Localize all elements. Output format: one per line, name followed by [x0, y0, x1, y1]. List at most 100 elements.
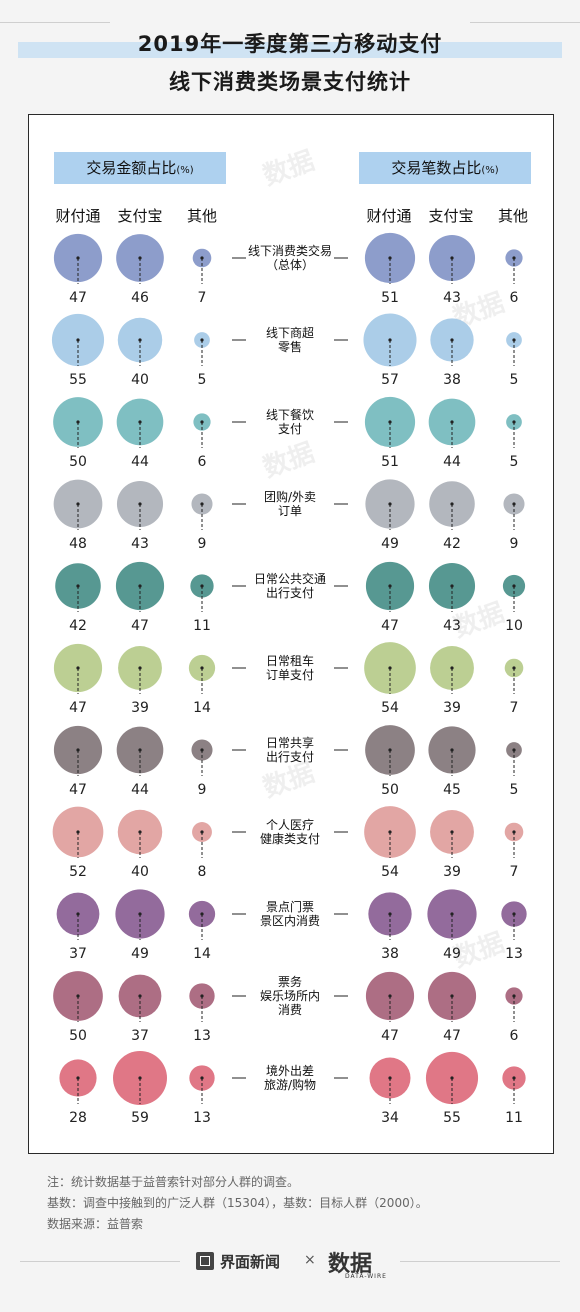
category-label-line: （总体） [265, 258, 314, 272]
bubble-value-label: 14 [193, 946, 211, 962]
section-unit-count: (%) [481, 165, 499, 176]
category-label-line: 出行支付 [265, 586, 314, 600]
bubble-value-label: 47 [443, 1028, 461, 1044]
bubble-center-dot [138, 748, 142, 752]
category-label-line: 线下商超 [265, 326, 314, 340]
bubble-value-label: 5 [510, 782, 519, 798]
bubble-value-label: 47 [131, 618, 149, 634]
bubble-center-dot [76, 912, 80, 916]
category-label: 日常租车 订单支付 [230, 654, 350, 682]
bubble-center-dot [388, 420, 392, 424]
category-label-line: 景区内消费 [259, 914, 320, 928]
bubble-value-label: 54 [381, 864, 399, 880]
bubble-center-dot [388, 1076, 392, 1080]
bubble-center-dot [138, 912, 142, 916]
category-label: 日常共享 出行支付 [230, 736, 350, 764]
title-rule-left [0, 22, 110, 23]
bubble-value-label: 13 [193, 1110, 211, 1126]
bubble-value-label: 57 [381, 372, 399, 388]
bubble-center-dot [512, 256, 516, 260]
category-label: 日常公共交通 出行支付 [230, 572, 350, 600]
notes: 注：统计数据基于益普索针对部分人群的调查。 基数：调查中接触到的广泛人群（153… [47, 1172, 428, 1235]
category-label: 境外出差 旅游/购物 [230, 1064, 350, 1092]
bubble-center-dot [512, 994, 516, 998]
bubble-center-dot [450, 420, 454, 424]
bubble-value-label: 6 [510, 290, 519, 306]
bubble-value-label: 13 [505, 946, 523, 962]
footer-brand-datawire: 数据 [328, 1251, 373, 1277]
category-label-line: 日常租车 [265, 654, 314, 668]
bubble-value-label: 50 [69, 1028, 87, 1044]
bubble-value-label: 43 [443, 290, 461, 306]
category-label-line: 个人医疗 [265, 818, 314, 832]
title-rule-right [470, 22, 580, 23]
bubble-center-dot [138, 830, 142, 834]
footer-rule-left [20, 1261, 180, 1262]
bubble-center-dot [450, 666, 454, 670]
category-label-line: 景点门票 [265, 900, 314, 914]
bubble-center-dot [200, 666, 204, 670]
bubble-center-dot [138, 1076, 142, 1080]
bubble-center-dot [200, 256, 204, 260]
bubble-center-dot [200, 912, 204, 916]
bubble-value-label: 28 [69, 1110, 87, 1126]
bubble-value-label: 52 [69, 864, 87, 880]
bubble-value-label: 47 [69, 782, 87, 798]
bubble-value-label: 11 [505, 1110, 523, 1126]
bubble-center-dot [200, 748, 204, 752]
bubble-value-label: 44 [131, 454, 149, 470]
col-label-alipay-left: 支付宝 [117, 207, 163, 225]
footer-brand-jiemian: 界面新闻 [220, 1253, 281, 1271]
bubble-center-dot [200, 502, 204, 506]
bubble-center-dot [450, 256, 454, 260]
category-label-line: 出行支付 [265, 750, 314, 764]
bubble-value-label: 44 [131, 782, 149, 798]
bubble-value-label: 39 [443, 864, 461, 880]
bubble-value-label: 50 [69, 454, 87, 470]
category-label: 票务 娱乐场所内 消费 [230, 975, 350, 1017]
bubble-center-dot [388, 666, 392, 670]
bubble-value-label: 34 [381, 1110, 399, 1126]
bubble-value-label: 13 [193, 1028, 211, 1044]
bubble-value-label: 9 [198, 782, 207, 798]
bubble-value-label: 44 [443, 454, 461, 470]
category-label-line: 旅游/购物 [263, 1078, 317, 1092]
category-label: 线下商超 零售 [230, 326, 350, 354]
chart-title-line1: 2019年一季度第三方移动支付 [137, 32, 443, 56]
category-label: 景点门票 景区内消费 [230, 900, 350, 928]
bubble-center-dot [76, 338, 80, 342]
section-head-amount: 交易金额占比(%) [54, 152, 226, 184]
bubble-center-dot [450, 584, 454, 588]
bubble-center-dot [388, 912, 392, 916]
bubble-value-label: 5 [510, 454, 519, 470]
title-highlight-band [18, 42, 562, 58]
bubble-value-label: 8 [198, 864, 207, 880]
chart-title-line2: 线下消费类场景支付统计 [169, 70, 411, 94]
bubble-value-label: 47 [69, 700, 87, 716]
footer-brand-datawire-sub: DATA-WIRE [345, 1273, 387, 1280]
section-unit-amount: (%) [176, 165, 194, 176]
bubble-value-label: 39 [443, 700, 461, 716]
category-label-line: 线下消费类交易 [247, 244, 332, 258]
category-label: 个人医疗 健康类支付 [230, 818, 350, 846]
bubble-center-dot [200, 420, 204, 424]
col-label-tenpay-right: 财付通 [366, 207, 412, 225]
category-label-line: 健康类支付 [259, 832, 320, 846]
footer: 界面新闻 × 数据 DATA-WIRE [0, 1244, 580, 1284]
bubble-center-dot [76, 994, 80, 998]
category-label-line: 订单支付 [265, 668, 314, 682]
col-label-other-right: 其他 [497, 207, 528, 225]
bubble-center-dot [76, 830, 80, 834]
title-area: 2019年一季度第三方移动支付 线下消费类场景支付统计 [0, 0, 580, 108]
bubble-center-dot [200, 1076, 204, 1080]
bubble-value-label: 7 [510, 864, 519, 880]
bubble-center-dot [388, 338, 392, 342]
bubble-center-dot [450, 502, 454, 506]
bubble-center-dot [450, 1076, 454, 1080]
bubble-center-dot [138, 420, 142, 424]
bubble-center-dot [450, 912, 454, 916]
bubble-center-dot [512, 912, 516, 916]
bubble-center-dot [512, 1076, 516, 1080]
bubble-center-dot [76, 748, 80, 752]
